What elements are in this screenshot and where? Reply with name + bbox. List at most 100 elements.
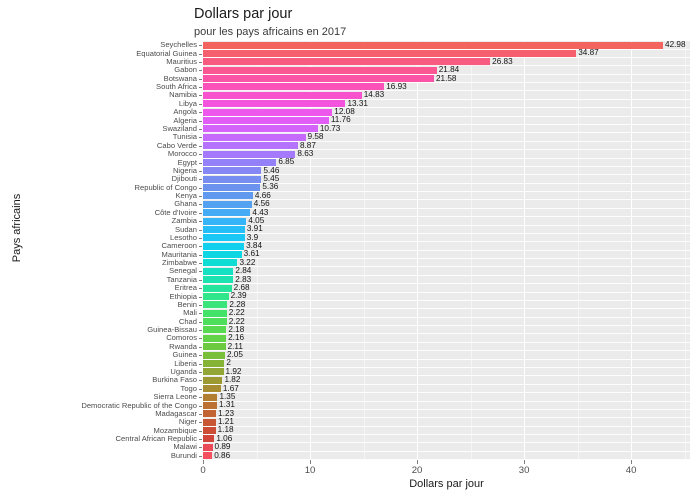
- bar-row[interactable]: [203, 41, 690, 50]
- bar[interactable]: [203, 443, 213, 452]
- bar-row[interactable]: [203, 100, 690, 109]
- bar-row[interactable]: [203, 284, 690, 293]
- bar[interactable]: [203, 259, 238, 267]
- bar-row[interactable]: [203, 418, 690, 427]
- bar[interactable]: [203, 435, 215, 443]
- bar-row[interactable]: [203, 200, 690, 209]
- bar-row[interactable]: [203, 217, 690, 226]
- bar-row[interactable]: [203, 368, 690, 377]
- bar-row[interactable]: [203, 167, 690, 176]
- bar[interactable]: [203, 200, 252, 208]
- bar[interactable]: [203, 66, 437, 74]
- bar-row[interactable]: [203, 410, 690, 419]
- bar[interactable]: [203, 452, 213, 460]
- bar-row[interactable]: [203, 75, 690, 83]
- bar-row[interactable]: [203, 267, 690, 276]
- bar-row[interactable]: [203, 426, 690, 435]
- bar-row[interactable]: [203, 309, 690, 318]
- bar-row[interactable]: [203, 292, 690, 301]
- bar[interactable]: [203, 192, 253, 200]
- bar-row[interactable]: [203, 116, 690, 125]
- bar[interactable]: [203, 343, 226, 351]
- bar[interactable]: [203, 184, 261, 192]
- bar[interactable]: [203, 368, 224, 376]
- bar-row[interactable]: [203, 192, 690, 201]
- bar-row[interactable]: [203, 326, 690, 335]
- bar-row[interactable]: [203, 49, 690, 58]
- bar-row[interactable]: [203, 301, 690, 310]
- bar[interactable]: [203, 292, 229, 301]
- bar[interactable]: [203, 267, 234, 276]
- bar[interactable]: [203, 150, 296, 158]
- bar[interactable]: [203, 125, 318, 133]
- bar[interactable]: [203, 393, 218, 401]
- bar-row[interactable]: [203, 234, 690, 243]
- bar[interactable]: [203, 83, 385, 91]
- bar-row[interactable]: [203, 83, 690, 92]
- bar[interactable]: [203, 242, 245, 250]
- bar[interactable]: [203, 100, 346, 108]
- bar-row[interactable]: [203, 401, 690, 410]
- bar-row[interactable]: [203, 385, 690, 393]
- bar[interactable]: [203, 401, 218, 410]
- bar-row[interactable]: [203, 251, 690, 259]
- bar[interactable]: [203, 334, 227, 343]
- bar[interactable]: [203, 167, 262, 175]
- bar[interactable]: [203, 116, 329, 125]
- bar-row[interactable]: [203, 452, 690, 460]
- bar-row[interactable]: [203, 175, 690, 184]
- bar-row[interactable]: [203, 91, 690, 100]
- bar-row[interactable]: [203, 108, 690, 117]
- bar-row[interactable]: [203, 66, 690, 75]
- bar[interactable]: [203, 75, 434, 83]
- bar-row[interactable]: [203, 125, 690, 134]
- bar-row[interactable]: [203, 359, 690, 368]
- bar-row[interactable]: [203, 259, 690, 268]
- bar[interactable]: [203, 427, 216, 435]
- bar-row[interactable]: [203, 142, 690, 150]
- bar-row[interactable]: [203, 435, 690, 444]
- bar[interactable]: [203, 318, 227, 326]
- bar[interactable]: [203, 91, 362, 100]
- bar-row[interactable]: [203, 343, 690, 352]
- bar[interactable]: [203, 326, 227, 334]
- bar[interactable]: [203, 175, 262, 183]
- bar[interactable]: [203, 301, 228, 309]
- bar-row[interactable]: [203, 158, 690, 167]
- bar-row[interactable]: [203, 183, 690, 192]
- bar[interactable]: [203, 133, 306, 141]
- bar[interactable]: [203, 360, 225, 368]
- bar-row[interactable]: [203, 209, 690, 217]
- bar-row[interactable]: [203, 376, 690, 385]
- bar[interactable]: [203, 376, 223, 384]
- bar[interactable]: [203, 108, 333, 116]
- bar[interactable]: [203, 158, 277, 167]
- bar-row[interactable]: [203, 318, 690, 326]
- bar[interactable]: [203, 234, 245, 242]
- bar-row[interactable]: [203, 133, 690, 142]
- bar-row[interactable]: [203, 150, 690, 159]
- bar-row[interactable]: [203, 242, 690, 251]
- bar[interactable]: [203, 276, 234, 284]
- bar[interactable]: [203, 142, 298, 150]
- bar[interactable]: [203, 58, 491, 66]
- bar[interactable]: [203, 225, 245, 234]
- bar[interactable]: [203, 351, 225, 359]
- bar[interactable]: [203, 385, 221, 393]
- bar[interactable]: [203, 284, 232, 292]
- bar-row[interactable]: [203, 351, 690, 360]
- bar-row[interactable]: [203, 58, 690, 67]
- bar-row[interactable]: [203, 276, 690, 284]
- bar[interactable]: [203, 410, 217, 418]
- bar[interactable]: [203, 418, 216, 426]
- bar[interactable]: [203, 49, 577, 58]
- bar[interactable]: [203, 41, 664, 49]
- bar-row[interactable]: [203, 334, 690, 343]
- bar[interactable]: [203, 251, 242, 259]
- bar[interactable]: [203, 217, 247, 225]
- bar[interactable]: [203, 309, 227, 317]
- bar[interactable]: [203, 209, 251, 217]
- bar-row[interactable]: [203, 443, 690, 452]
- bar-row[interactable]: [203, 393, 690, 402]
- bar-row[interactable]: [203, 225, 690, 234]
